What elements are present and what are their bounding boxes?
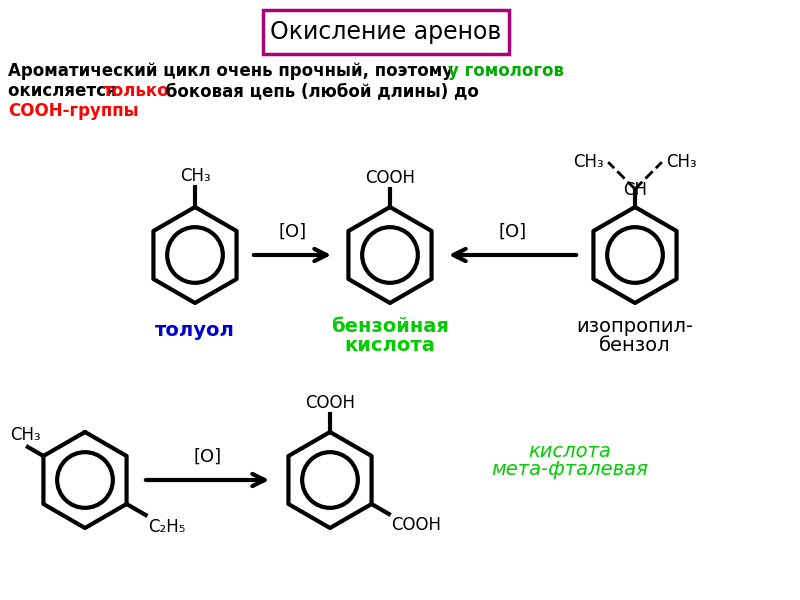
Text: толуол: толуол <box>155 321 235 340</box>
Text: кислота: кислота <box>345 336 435 355</box>
Text: COOH: COOH <box>391 516 441 534</box>
Text: COOH: COOH <box>305 394 355 412</box>
Text: у гомологов: у гомологов <box>448 62 564 80</box>
Text: изопропил-: изопропил- <box>577 317 694 336</box>
FancyBboxPatch shape <box>263 10 509 54</box>
Text: CH₃: CH₃ <box>10 426 41 444</box>
Text: COOH: COOH <box>365 169 415 187</box>
Text: CH₃: CH₃ <box>666 153 697 171</box>
Text: [O]: [O] <box>498 223 526 241</box>
Text: бензол: бензол <box>599 336 671 355</box>
Text: СООН-группы: СООН-группы <box>8 102 138 120</box>
Text: Ароматический цикл очень прочный, поэтому: Ароматический цикл очень прочный, поэтом… <box>8 62 459 80</box>
Text: CH: CH <box>623 181 647 199</box>
Text: боковая цепь (любой длины) до: боковая цепь (любой длины) до <box>160 82 479 100</box>
Text: [O]: [O] <box>278 223 306 241</box>
Text: бензойная: бензойная <box>331 317 449 336</box>
Text: окисляется: окисляется <box>8 82 122 100</box>
Text: C₂H₅: C₂H₅ <box>149 518 186 536</box>
Text: CH₃: CH₃ <box>574 153 604 171</box>
Text: мета-фталевая: мета-фталевая <box>491 460 649 479</box>
Text: только: только <box>103 82 170 100</box>
Text: CH₃: CH₃ <box>180 167 210 185</box>
Text: [O]: [O] <box>194 448 222 466</box>
Text: кислота: кислота <box>529 442 611 461</box>
Text: Окисление аренов: Окисление аренов <box>270 20 502 44</box>
